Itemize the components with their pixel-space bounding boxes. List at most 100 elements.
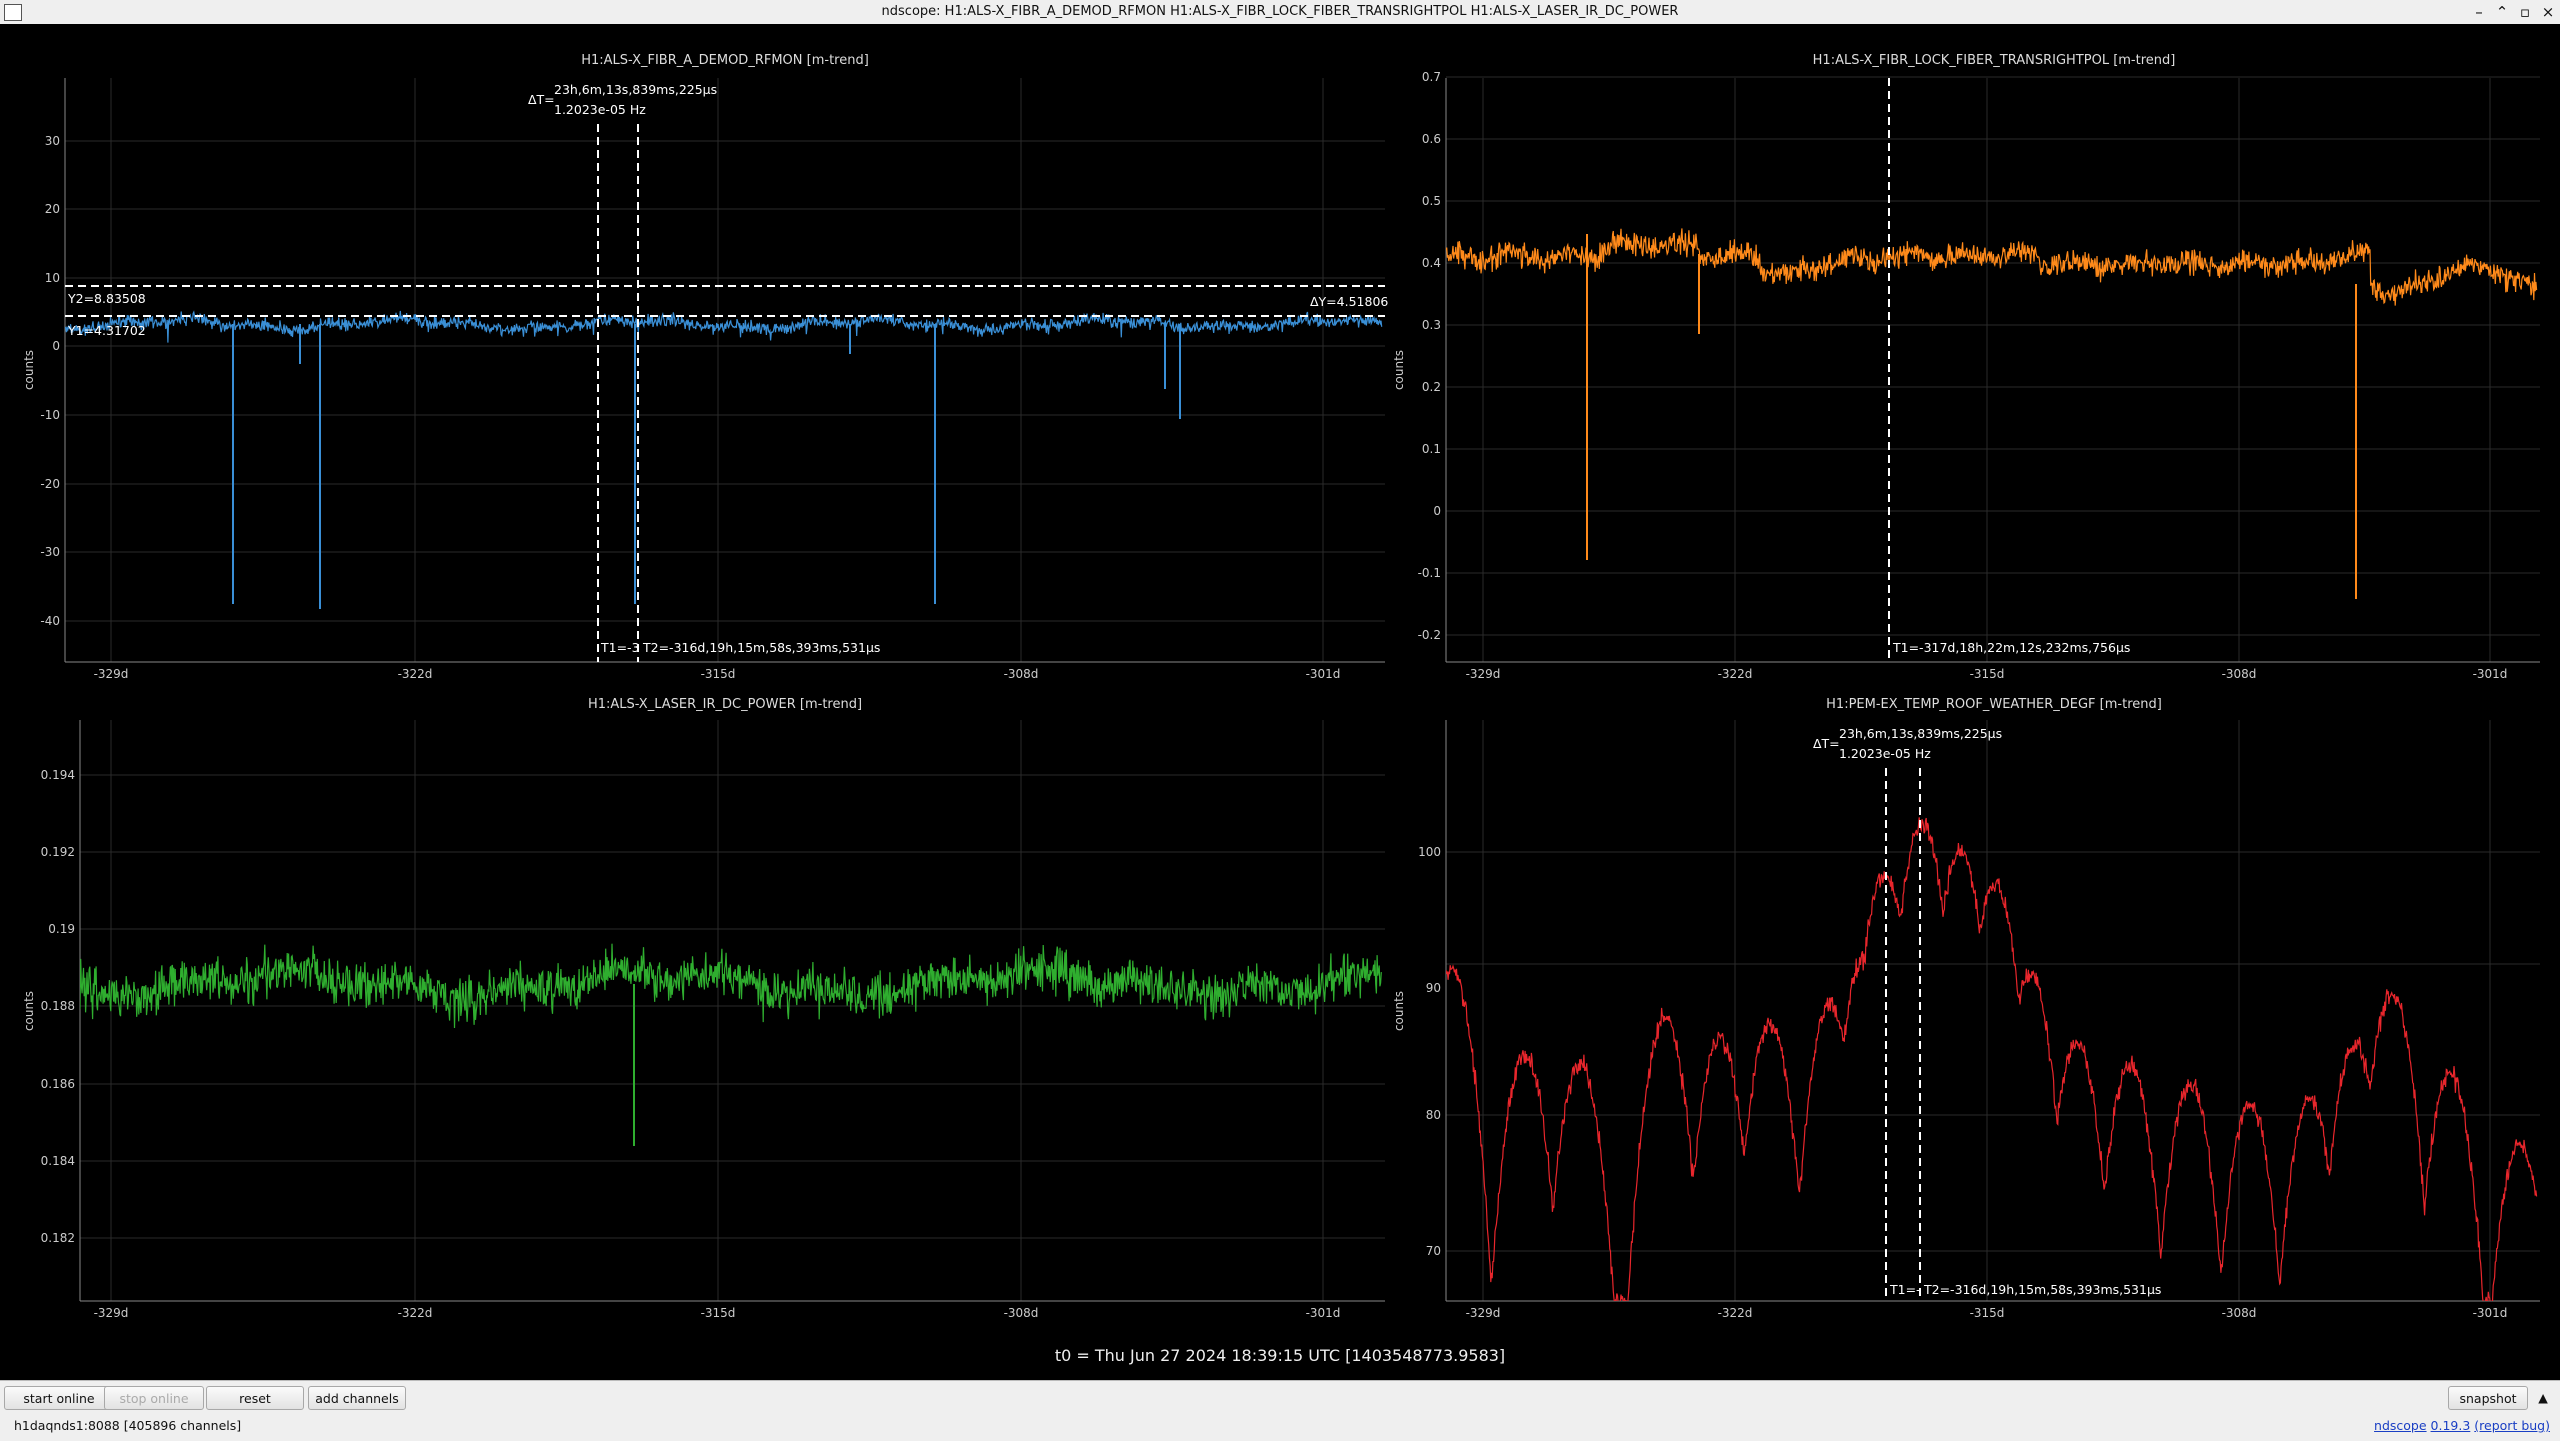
y-tick-label: 0.192 (41, 845, 75, 859)
x-tick-label: -301d (1306, 667, 1341, 681)
t2-cursor-label: T2=-316d,19h,15m,58s,393ms,531µs (642, 640, 880, 655)
y-tick-label: -0.2 (1418, 628, 1441, 642)
y-axis-label: counts (1392, 350, 1406, 390)
x-tick-label: -329d (1466, 667, 1501, 681)
stop-online-button: stop online (104, 1386, 204, 1410)
y-tick-label: 0.1 (1422, 442, 1441, 456)
x-tick-label: -315d (701, 1306, 736, 1320)
y-tick-label: 20 (45, 202, 60, 216)
y-tick-label: 30 (45, 134, 60, 148)
y-tick-label: 0.186 (41, 1077, 75, 1091)
trace-transrightpol (1446, 228, 2538, 306)
reset-button[interactable]: reset (206, 1386, 304, 1410)
x-tick-label: -315d (1970, 667, 2005, 681)
y-tick-label: 0.4 (1422, 256, 1441, 270)
x-tick-label: -308d (1004, 1306, 1039, 1320)
x-tick-label: -308d (1004, 667, 1039, 681)
collapse-icon[interactable]: ⌃ (2495, 3, 2509, 21)
x-tick-label: -315d (701, 667, 736, 681)
window-title: ndscope: H1:ALS-X_FIBR_A_DEMOD_RFMON H1:… (881, 4, 1679, 19)
y-axis-label: counts (22, 991, 36, 1031)
y-tick-label: 0.3 (1422, 318, 1441, 332)
delta-t-value: 23h,6m,13s,839ms,225µs (1839, 726, 2002, 741)
snapshot-button[interactable]: snapshot (2448, 1386, 2528, 1410)
x-tick-label: -322d (1718, 1306, 1753, 1320)
y-tick-label: 100 (1418, 845, 1441, 859)
x-tick-label: -322d (398, 1306, 433, 1320)
close-icon[interactable]: × (2541, 3, 2555, 21)
y-tick-label: 0.6 (1422, 132, 1441, 146)
x-tick-label: -301d (2473, 667, 2508, 681)
trace-laser-dc-power (80, 943, 1382, 1029)
y-tick-label: 70 (1426, 1244, 1441, 1258)
y-tick-label: 10 (45, 271, 60, 285)
y-tick-label: -30 (40, 545, 60, 559)
expand-arrow-icon[interactable]: ▲ (2538, 1390, 2548, 1405)
maximize-icon[interactable]: ▫ (2519, 3, 2531, 21)
x-tick-label: -308d (2222, 1306, 2257, 1320)
y-axis-label: counts (1392, 991, 1406, 1031)
x-tick-label: -329d (94, 1306, 129, 1320)
plot-title: H1:ALS-X_LASER_IR_DC_POWER [m-trend] (588, 697, 862, 712)
minimize-icon[interactable]: – (2475, 3, 2483, 21)
y-tick-label: -0.1 (1418, 566, 1441, 580)
delta-t-label: ΔT= (528, 92, 555, 107)
y-tick-label: 0.182 (41, 1231, 75, 1245)
plot-title: H1:ALS-X_FIBR_LOCK_FIBER_TRANSRIGHTPOL [… (1813, 53, 2176, 68)
bottom-toolbar: start online stop online reset add chann… (0, 1380, 2560, 1441)
t0-label: t0 = Thu Jun 27 2024 18:39:15 UTC [14035… (1055, 1346, 1505, 1365)
y-tick-label: 0.2 (1422, 380, 1441, 394)
t1-cursor-label: T1=-3 (600, 640, 640, 655)
y-tick-label: -40 (40, 614, 60, 628)
server-status: h1daqnds1:8088 [405896 channels] (14, 1418, 242, 1433)
y-tick-label: 0.5 (1422, 194, 1441, 208)
y-tick-label: 0 (52, 339, 60, 353)
window-titlebar: ndscope: H1:ALS-X_FIBR_A_DEMOD_RFMON H1:… (0, 0, 2560, 25)
x-tick-label: -308d (2222, 667, 2257, 681)
delta-t-frequency: 1.2023e-05 Hz (1839, 746, 1931, 761)
y-tick-label: 80 (1426, 1108, 1441, 1122)
plot-rfmon[interactable]: H1:ALS-X_FIBR_A_DEMOD_RFMON [m-trend] co… (22, 53, 1388, 681)
x-tick-label: -322d (398, 667, 433, 681)
stop-online-label: stop online (119, 1391, 189, 1406)
y-tick-label: 0.19 (48, 922, 75, 936)
delta-t-frequency: 1.2023e-05 Hz (554, 102, 646, 117)
delta-t-value: 23h,6m,13s,839ms,225µs (554, 82, 717, 97)
x-tick-label: -329d (94, 667, 129, 681)
t1-cursor-label: T1=-317d,18h,22m,12s,232ms,756µs (1892, 640, 2130, 655)
plot-transrightpol[interactable]: H1:ALS-X_FIBR_LOCK_FIBER_TRANSRIGHTPOL [… (1392, 53, 2540, 681)
plot-laser-dc-power[interactable]: H1:ALS-X_LASER_IR_DC_POWER [m-trend] cou… (22, 697, 1385, 1320)
y-tick-label: 90 (1426, 981, 1441, 995)
y-tick-label: 0 (1433, 504, 1441, 518)
plot-title: H1:ALS-X_FIBR_A_DEMOD_RFMON [m-trend] (581, 53, 869, 68)
y-axis-label: counts (22, 350, 36, 390)
x-tick-label: -301d (1306, 1306, 1341, 1320)
snapshot-label: snapshot (2459, 1391, 2517, 1406)
app-link[interactable]: ndscope (2374, 1418, 2427, 1433)
x-tick-label: -315d (1970, 1306, 2005, 1320)
y-tick-label: -10 (40, 408, 60, 422)
trace-rfmon (65, 310, 1383, 343)
x-tick-label: -322d (1718, 667, 1753, 681)
reset-label: reset (239, 1391, 271, 1406)
add-channels-button[interactable]: add channels (308, 1386, 406, 1410)
y2-cursor-label: Y2=8.83508 (67, 291, 146, 306)
delta-t-label: ΔT= (1813, 736, 1840, 751)
plot-title: H1:PEM-EX_TEMP_ROOF_WEATHER_DEGF [m-tren… (1826, 697, 2162, 712)
report-bug-link[interactable]: (report bug) (2474, 1418, 2550, 1433)
version-info: ndscope 0.19.3 (report bug) (2374, 1418, 2550, 1433)
y1-cursor-label: Y1=4.31702 (67, 323, 146, 338)
y-tick-label: -20 (40, 477, 60, 491)
start-online-label: start online (23, 1391, 95, 1406)
trace-roof-temperature (1446, 817, 2538, 1301)
plot-roof-temperature[interactable]: H1:PEM-EX_TEMP_ROOF_WEATHER_DEGF [m-tren… (1392, 697, 2540, 1320)
version-link[interactable]: 0.19.3 (2430, 1418, 2471, 1433)
plot-canvas[interactable]: H1:ALS-X_FIBR_A_DEMOD_RFMON [m-trend] co… (0, 24, 2560, 1380)
x-tick-label: -329d (1466, 1306, 1501, 1320)
t1-cursor-label: T1=- (1889, 1282, 1921, 1297)
y-tick-label: 0.194 (41, 768, 75, 782)
y-tick-label: 0.184 (41, 1154, 75, 1168)
delta-y-label: ΔY=4.51806 (1310, 294, 1388, 309)
add-channels-label: add channels (315, 1391, 399, 1406)
start-online-button[interactable]: start online (4, 1386, 114, 1410)
